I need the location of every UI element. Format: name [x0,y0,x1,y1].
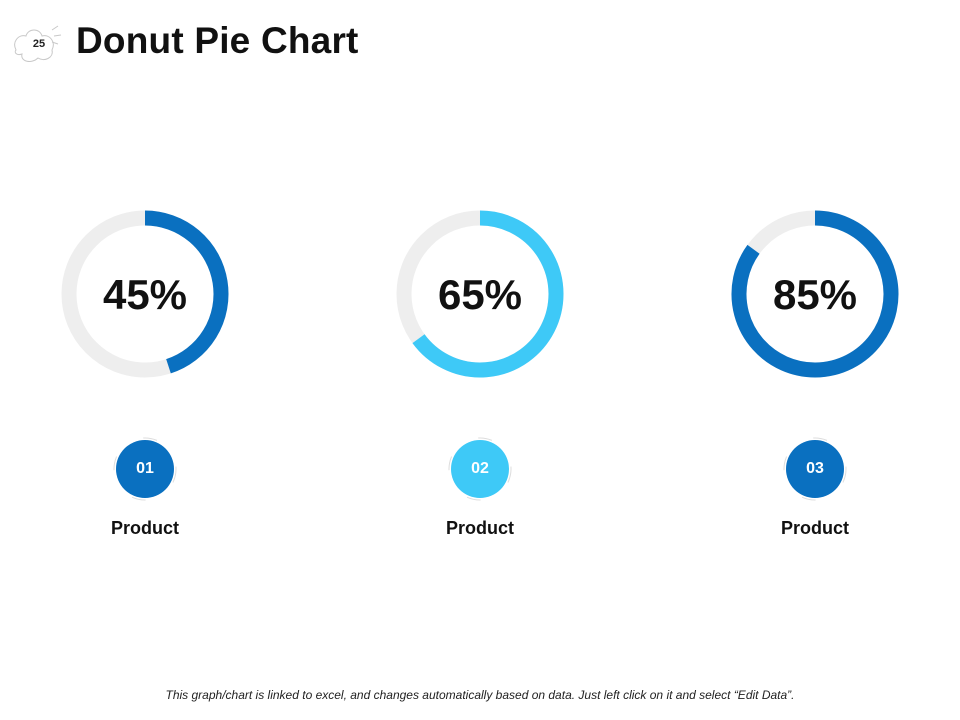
donut-value-label-2: 65% [437,271,523,318]
index-badge-1: 01 [110,434,180,504]
badge-ring-icon [113,437,177,501]
donut-arc-3[interactable] [731,210,899,378]
slide-number-badge: 25 [8,20,64,68]
badge-ring-icon [448,437,512,501]
donut-arc-1[interactable] [144,210,229,374]
index-number: 03 [786,440,844,498]
slide-number: 25 [32,38,46,50]
donut-arc-2[interactable] [412,210,564,378]
page-title: Donut Pie Chart [76,20,359,61]
product-label-3: Product [780,518,849,538]
product-label-1: Product [110,518,179,538]
index-badge-2: 02 [445,434,515,504]
product-label-2: Product [445,518,514,538]
footer-note: This graph/chart is linked to excel, and… [165,688,795,702]
doodle-icon [14,25,62,62]
badge-ring-icon [783,437,847,501]
index-number: 01 [116,440,174,498]
index-number: 02 [451,440,509,498]
donut-value-label-1: 45% [102,271,188,318]
index-badge-3: 03 [780,434,850,504]
donut-value-label-3: 85% [772,271,858,318]
